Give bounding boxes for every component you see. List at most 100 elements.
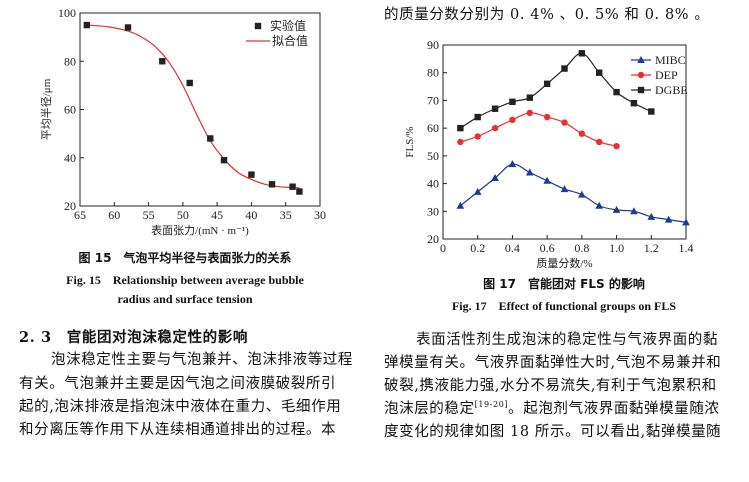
data-point bbox=[491, 174, 499, 182]
x-tick-label: 1.4 bbox=[679, 241, 694, 255]
right-body-text: 。起泡剂气液界面黏弹模量随浓 bbox=[508, 401, 720, 417]
data-point bbox=[296, 188, 303, 195]
x-tick-label: 1.0 bbox=[609, 241, 624, 255]
data-point bbox=[526, 94, 533, 101]
x-tick-label: 0.4 bbox=[505, 241, 520, 255]
x-tick-label: 0.2 bbox=[470, 241, 485, 255]
legend-label: DGBE bbox=[655, 83, 688, 97]
data-point bbox=[254, 22, 262, 30]
y-tick-label: 80 bbox=[64, 54, 76, 68]
x-tick-label: 55 bbox=[143, 208, 155, 222]
fig15-caption-zh: 图 15 气泡平均半径与表面张力的关系 bbox=[78, 251, 292, 265]
fig15-chart: 65 60 55 50 45 40 35 30 20 40 60 80 100 表面张力/(mN · m⁻… bbox=[39, 6, 326, 237]
data-point bbox=[268, 181, 276, 188]
data-point bbox=[561, 65, 568, 72]
y-tick-label: 30 bbox=[427, 204, 439, 218]
data-point bbox=[560, 185, 569, 193]
series-line-mibc bbox=[459, 163, 687, 223]
fig15-caption-en-2: radius and surface tension bbox=[117, 292, 253, 306]
fig17-caption-en: Fig. 17 Effect of functional groups on F… bbox=[451, 299, 677, 313]
data-point bbox=[289, 183, 296, 190]
right-body-line: 表面活性剂生成泡沫的稳定性与气液界面的黏 bbox=[416, 332, 718, 348]
series-line-dep bbox=[460, 112, 617, 147]
fit-line bbox=[86, 24, 300, 189]
y-axis-label: FLS/% bbox=[404, 126, 416, 157]
y-tick-label: 100 bbox=[58, 6, 76, 20]
x-tick-label: 35 bbox=[280, 208, 292, 222]
data-point bbox=[637, 71, 645, 79]
left-body-line: 起的,泡沫排液是指泡沫中液体在重力、毛细作用 bbox=[19, 399, 342, 415]
y-tick-label: 80 bbox=[427, 66, 439, 80]
data-point bbox=[543, 80, 551, 87]
data-point bbox=[159, 58, 166, 65]
left-body-line: 有关。气泡兼并主要是因气泡之间液膜破裂所引 bbox=[19, 376, 337, 392]
legend-label: MIBC bbox=[655, 53, 686, 67]
x-tick-label: 40 bbox=[245, 208, 257, 222]
legend-label: 实验值 bbox=[270, 18, 306, 33]
data-point bbox=[648, 108, 655, 115]
y-tick-label: 40 bbox=[64, 151, 76, 165]
right-body-text: 泡沫层的稳定 bbox=[384, 401, 475, 417]
x-axis-label: 质量分数/% bbox=[536, 257, 592, 270]
x-tick-label: 30 bbox=[314, 208, 326, 222]
left-body-line: 和分离压等作用下从连续相通道排出的过程。本 bbox=[19, 422, 337, 438]
right-body-line: 度变化的规律如图 18 所示。可以看出,黏弹模量随 bbox=[384, 424, 722, 440]
data-point bbox=[612, 205, 621, 213]
right-body-line: 弹模量有关。气液界面黏弹性大时,气泡不易兼并和 bbox=[384, 355, 722, 371]
right-body-line: 泡沫层的稳定[19-20]。起泡剂气液界面黏弹模量随浓 bbox=[384, 397, 720, 418]
data-point bbox=[664, 215, 673, 223]
data-point bbox=[491, 105, 499, 112]
citation[interactable]: [19-20] bbox=[474, 400, 509, 410]
x-tick-label: 65 bbox=[74, 208, 86, 222]
data-point bbox=[596, 69, 603, 76]
data-point bbox=[525, 168, 534, 176]
data-point bbox=[457, 138, 464, 146]
y-tick-label: 60 bbox=[427, 121, 439, 135]
data-point bbox=[596, 138, 603, 146]
fig17-caption-zh: 图 17 官能团对 FLS 的影响 bbox=[483, 277, 645, 291]
data-point bbox=[578, 50, 586, 57]
data-point bbox=[630, 207, 638, 215]
data-point bbox=[637, 56, 645, 63]
fig15-caption-en-1: Fig. 15 Relationship between average bub… bbox=[66, 273, 304, 287]
right-top-line: 的质量分数分别为 0. 4% 、0. 5% 和 0. 8% 。 bbox=[384, 7, 710, 23]
legend-label: 拟合值 bbox=[272, 33, 308, 48]
x-tick-label: 0.6 bbox=[540, 241, 555, 255]
data-point bbox=[578, 130, 586, 137]
data-point bbox=[508, 160, 517, 168]
data-point bbox=[595, 201, 604, 209]
data-point bbox=[613, 88, 620, 96]
legend-label: DEP bbox=[655, 68, 678, 82]
data-point bbox=[186, 79, 193, 87]
data-point bbox=[457, 124, 464, 132]
data-point bbox=[613, 142, 620, 150]
data-point bbox=[491, 124, 499, 132]
y-tick-label: 20 bbox=[427, 232, 439, 246]
data-point bbox=[682, 218, 690, 226]
x-tick-label: 60 bbox=[108, 208, 120, 222]
x-tick-label: 45 bbox=[211, 208, 223, 222]
y-tick-label: 20 bbox=[64, 199, 76, 213]
data-point bbox=[526, 109, 533, 117]
data-point bbox=[543, 113, 551, 121]
data-point bbox=[637, 86, 645, 94]
data-point bbox=[543, 176, 551, 184]
data-point bbox=[473, 187, 482, 195]
y-tick-label: 70 bbox=[427, 93, 439, 107]
data-point bbox=[83, 21, 91, 29]
x-tick-label: 1.2 bbox=[644, 241, 659, 255]
data-point bbox=[456, 201, 465, 209]
data-point bbox=[630, 100, 638, 107]
left-body-line: 泡沫稳定性主要与气泡兼并、泡沫排液等过程 bbox=[51, 352, 353, 368]
data-point bbox=[509, 98, 516, 106]
x-tick-label: 50 bbox=[177, 208, 189, 222]
y-tick-label: 60 bbox=[64, 103, 76, 117]
data-point bbox=[207, 135, 214, 142]
section-heading: 2. 3 官能团对泡沫稳定性的影响 bbox=[19, 329, 248, 346]
data-point bbox=[124, 24, 132, 31]
data-point bbox=[578, 190, 586, 198]
x-tick-label: 0 bbox=[440, 241, 446, 255]
series-line-dgbe bbox=[460, 52, 652, 129]
right-body-line: 破裂,携液能力强,水分不易流失,有利于气泡累积和 bbox=[384, 378, 717, 394]
